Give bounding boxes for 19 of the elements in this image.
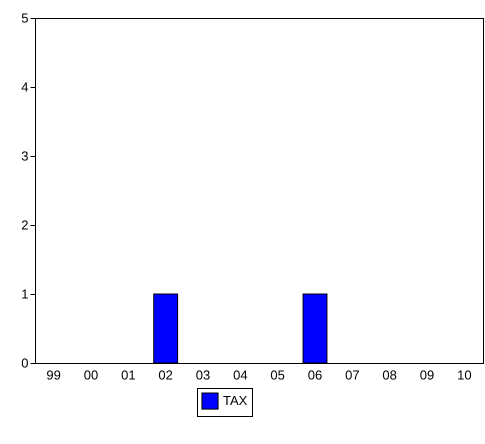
x-tick-label: 10 <box>457 368 472 382</box>
y-tick-label: 2 <box>21 218 28 232</box>
x-tick-label: 03 <box>196 368 210 382</box>
y-tick-label: 0 <box>21 356 28 370</box>
y-tick-label: 1 <box>21 286 28 302</box>
x-tick-label: 08 <box>382 368 397 382</box>
legend-label: TAX <box>223 393 248 408</box>
x-tick-label: 07 <box>345 368 360 382</box>
y-tick-label: 5 <box>21 10 28 26</box>
x-tick-label: 00 <box>84 368 98 382</box>
x-tick-label: 02 <box>158 368 173 382</box>
x-tick-label: 99 <box>46 368 61 382</box>
y-tick-label: 3 <box>21 148 28 164</box>
y-tick-label: 4 <box>21 80 28 94</box>
x-tick-label: 04 <box>233 368 248 382</box>
x-tick-label: 09 <box>420 368 434 382</box>
x-tick-label: 06 <box>308 368 322 382</box>
x-tick-label: 01 <box>121 368 136 382</box>
x-tick-label: 05 <box>270 368 285 382</box>
